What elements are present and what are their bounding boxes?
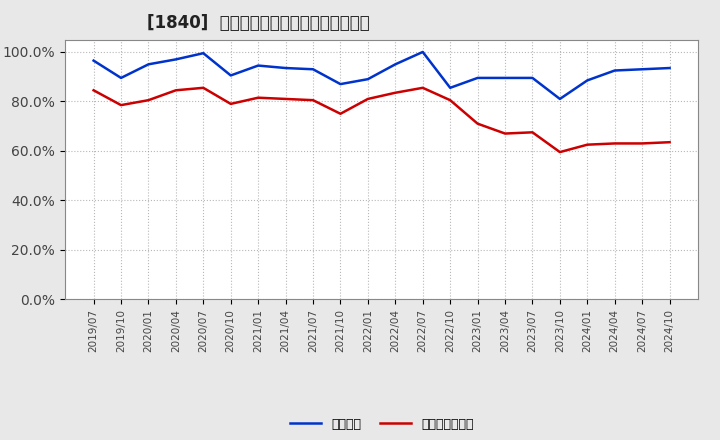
固定比率 [665,66,674,71]
固定比率 [446,85,454,91]
固定比率 [473,75,482,81]
固定比率 [500,75,509,81]
固定長期適合率 [391,90,400,95]
固定長期適合率 [364,96,372,102]
固定長期適合率 [282,96,290,102]
固定長期適合率 [418,85,427,91]
固定長期適合率 [583,142,592,147]
固定長期適合率 [446,98,454,103]
固定比率 [611,68,619,73]
固定比率 [638,66,647,72]
固定比率 [254,63,263,68]
固定長期適合率 [500,131,509,136]
固定長期適合率 [611,141,619,146]
固定比率 [336,81,345,87]
Line: 固定長期適合率: 固定長期適合率 [94,88,670,152]
固定比率 [391,62,400,67]
固定長期適合率 [144,98,153,103]
固定比率 [282,66,290,71]
固定長期適合率 [171,88,180,93]
Line: 固定比率: 固定比率 [94,52,670,99]
固定長期適合率 [309,98,318,103]
固定長期適合率 [199,85,207,91]
固定長期適合率 [89,88,98,93]
固定比率 [226,73,235,78]
Text: [1840]  固定比率、固定長期適合率の推移: [1840] 固定比率、固定長期適合率の推移 [147,15,370,33]
固定比率 [583,78,592,83]
固定比率 [199,51,207,56]
固定長期適合率 [254,95,263,100]
固定比率 [528,75,537,81]
固定比率 [89,58,98,63]
固定長期適合率 [117,103,125,108]
固定長期適合率 [226,101,235,106]
固定比率 [309,66,318,72]
固定比率 [144,62,153,67]
固定長期適合率 [528,130,537,135]
固定比率 [364,77,372,82]
固定長期適合率 [665,139,674,145]
Legend: 固定比率, 固定長期適合率: 固定比率, 固定長期適合率 [284,413,479,436]
固定比率 [556,96,564,102]
固定長期適合率 [556,150,564,155]
固定長期適合率 [473,121,482,126]
固定長期適合率 [336,111,345,117]
固定比率 [418,49,427,55]
固定比率 [117,75,125,81]
固定比率 [171,57,180,62]
固定長期適合率 [638,141,647,146]
